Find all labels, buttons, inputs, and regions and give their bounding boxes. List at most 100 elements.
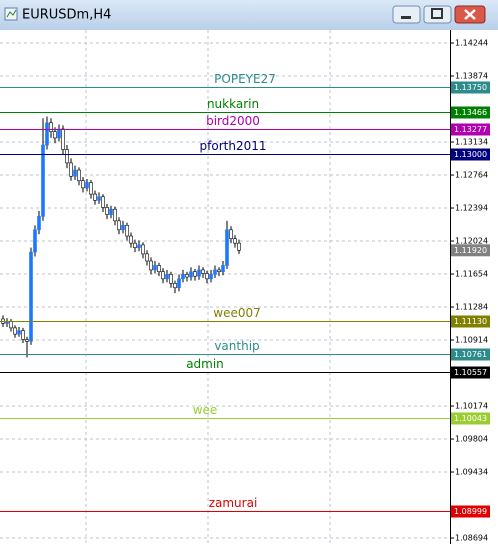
line-name: POPEYE27	[214, 72, 276, 86]
price-label-box	[451, 106, 490, 119]
candle-body	[49, 122, 53, 132]
price-label: 1.10761	[454, 350, 487, 359]
candle-body	[65, 149, 69, 164]
y-tick-label: 1.13134	[455, 138, 488, 147]
candle-body	[81, 180, 85, 189]
candle-body	[37, 216, 41, 231]
y-tick-label: 1.12024	[455, 237, 488, 246]
candle-body	[89, 182, 93, 195]
candle-body	[229, 229, 233, 240]
current-price-label: 1.11920	[454, 246, 487, 255]
price-label: 1.13277	[454, 125, 487, 134]
y-tick-label: 1.10174	[455, 402, 488, 411]
candle-body	[181, 274, 185, 280]
plot-area	[0, 30, 450, 544]
y-tick-label: 1.09804	[455, 435, 488, 444]
candle-body	[21, 330, 25, 340]
candle-body	[29, 251, 33, 342]
price-label-box	[451, 412, 490, 425]
candle-body	[45, 122, 49, 146]
y-tick-label: 1.11654	[455, 270, 488, 279]
candle-body	[73, 169, 77, 177]
candle-body	[169, 274, 173, 284]
candle-body	[113, 208, 117, 222]
candle-body	[141, 244, 145, 255]
candle-body	[177, 278, 181, 289]
price-label-box	[451, 148, 490, 161]
price-label-box	[451, 348, 490, 361]
y-tick-label: 1.10914	[455, 336, 488, 345]
price-label: 1.11130	[454, 317, 487, 326]
price-label: 1.08999	[454, 507, 487, 516]
price-label: 1.10557	[454, 368, 487, 377]
candle-body	[205, 273, 209, 280]
candle-body	[33, 229, 37, 253]
line-name: bird2000	[206, 114, 260, 128]
candle-body	[41, 144, 45, 217]
y-tick-label: 1.12394	[455, 204, 488, 213]
price-label-box	[451, 81, 490, 94]
line-name: wee	[193, 403, 218, 417]
y-tick-label: 1.09434	[455, 468, 488, 477]
y-tick-label: 1.14244	[455, 39, 488, 48]
candle-body	[213, 269, 217, 275]
line-name: pforth2011	[200, 139, 267, 153]
candle-body	[217, 269, 221, 273]
y-tick-label: 1.11284	[455, 303, 488, 312]
candle-body	[61, 128, 65, 150]
candle-body	[161, 271, 165, 280]
line-name: vanthip	[214, 339, 259, 353]
price-label-box	[451, 123, 490, 136]
line-name: zamurai	[209, 496, 258, 510]
price-label-box	[451, 366, 490, 379]
candle-body	[193, 271, 197, 277]
candle-body	[105, 207, 109, 215]
candle-body	[209, 274, 213, 280]
candle-body	[149, 260, 153, 271]
candle-body	[93, 193, 97, 201]
window-icon-graph	[6, 9, 17, 18]
line-name: admin	[186, 357, 224, 371]
price-label-box	[451, 315, 490, 328]
candle-body	[9, 321, 13, 329]
candle-body	[201, 269, 205, 274]
price-label: 1.13000	[454, 150, 487, 159]
candle-body	[225, 229, 229, 266]
y-tick-label: 1.13874	[455, 72, 488, 81]
candle-body	[101, 196, 105, 208]
candle-body	[221, 265, 225, 273]
candle-body	[129, 235, 133, 244]
candle-body	[165, 274, 169, 280]
restore-button[interactable]	[423, 5, 452, 24]
price-label-box	[451, 505, 490, 518]
candle-body	[13, 327, 17, 335]
candle-body	[185, 274, 189, 278]
candle-body	[117, 220, 121, 231]
price-label: 1.10043	[454, 414, 487, 423]
candle-body	[157, 265, 161, 273]
window-icon	[4, 7, 18, 21]
candle-body	[189, 271, 193, 278]
candle-body	[153, 265, 157, 271]
candle-body	[121, 225, 125, 231]
close-button[interactable]	[454, 5, 486, 24]
price-label: 1.13466	[454, 108, 487, 117]
candle-body	[237, 242, 241, 251]
line-name: wee007	[213, 306, 260, 320]
y-tick-label: 1.12764	[455, 171, 488, 180]
candle-body	[57, 128, 61, 139]
candle-body	[125, 225, 129, 237]
y-tick-label: 1.08694	[455, 534, 488, 543]
candle-body	[69, 162, 73, 177]
candle-body	[17, 330, 21, 335]
price-label: 1.13750	[454, 83, 487, 92]
candle-body	[97, 196, 101, 201]
candle-body	[145, 253, 149, 262]
window-title: EURUSDm,H4	[22, 8, 111, 23]
vertical-grid	[85, 30, 331, 544]
minimize-button[interactable]	[392, 5, 421, 24]
candle-body	[53, 131, 57, 139]
candle-body	[233, 238, 237, 244]
current-price-box	[451, 244, 490, 257]
